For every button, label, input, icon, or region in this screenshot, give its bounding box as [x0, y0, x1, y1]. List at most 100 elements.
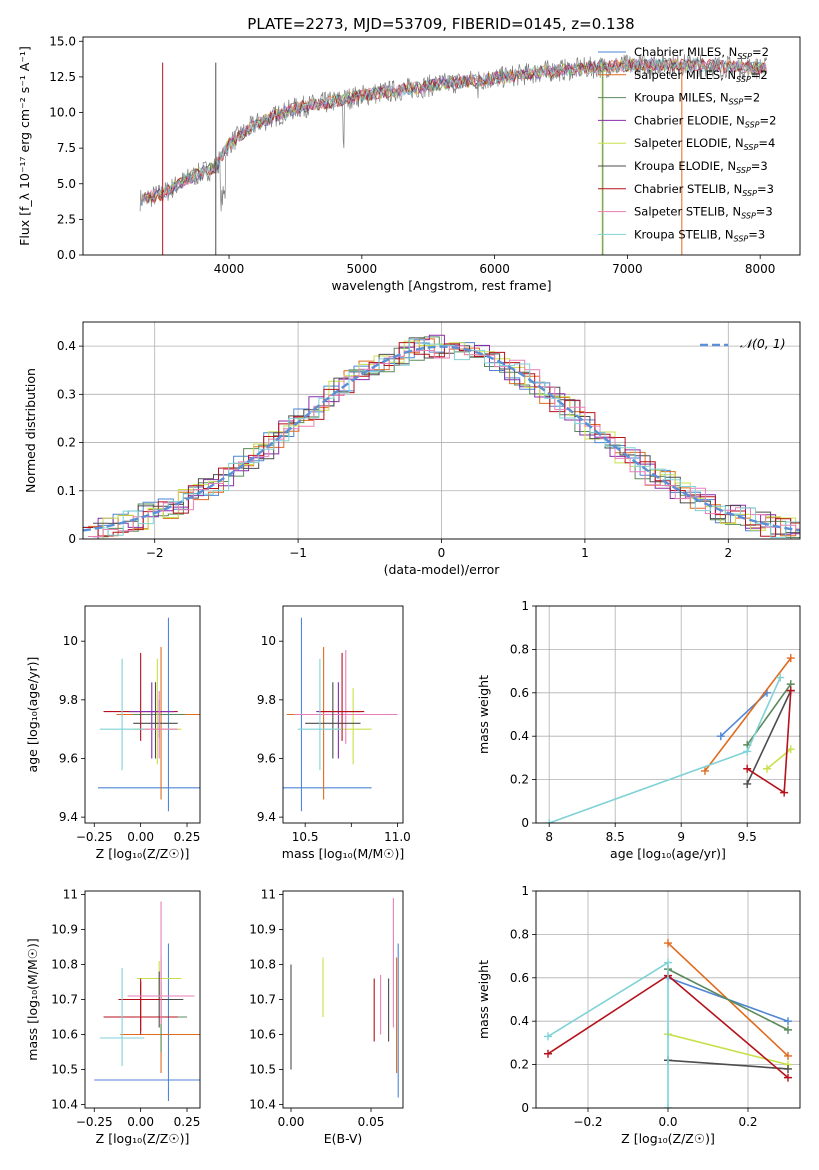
y-tick-label: 0.3 [57, 387, 76, 401]
x-tick-label: 0.0 [658, 1115, 677, 1129]
y-tick-label: 15.0 [49, 34, 76, 48]
residual-histogram [93, 336, 800, 538]
y-axis-label: Flux [f_λ 10⁻¹⁷ erg cm⁻² s⁻¹ A⁻¹] [17, 46, 32, 246]
legend-label: Salpeter ELODIE, NSSP=4 [634, 136, 775, 152]
legend-subscript: SSP [729, 98, 744, 107]
y-tick-label: 0.2 [57, 436, 76, 450]
y-tick-label: 9.8 [59, 693, 78, 707]
panel-spectrum: 4000 5000 6000 7000 8000 0.0 2.5 5.0 7.5 10.0 12.5… [17, 34, 801, 293]
y-tick-label: 9.4 [257, 810, 276, 824]
legend-text: Kroupa STELIB, N [634, 227, 734, 241]
residual-histogram [88, 338, 800, 537]
x-axis-label: Z [log₁₀(Z/Z☉)] [96, 1131, 190, 1146]
weight-line [548, 677, 781, 823]
x-tick-label: 9.5 [738, 830, 757, 844]
model-spectrum-line [150, 56, 767, 200]
weight-marker [784, 1064, 792, 1073]
y-tick-label: 0.4 [510, 729, 529, 743]
x-tick-label: 0 [438, 546, 446, 560]
weight-marker [664, 1104, 672, 1108]
x-tick-label: −2 [146, 546, 164, 560]
marks [139, 53, 768, 255]
legend-text: Chabrier STELIB, N [634, 182, 742, 196]
y-tick-label: 10 [63, 634, 78, 648]
y-tick-label: 10.5 [51, 1063, 78, 1077]
y-axis-label: mass [log₁₀(M/M☉)] [25, 938, 40, 1060]
weight-marker [743, 764, 752, 773]
weight-marker [786, 745, 795, 754]
marks [544, 939, 792, 1108]
marks [290, 898, 399, 1098]
weight-marker [716, 732, 725, 741]
axes-frame [82, 36, 801, 256]
weight-marker [784, 1051, 792, 1060]
axes-frame [535, 890, 801, 1109]
y-tick-label: 0 [68, 532, 76, 546]
y-tick-label: 0.2 [510, 773, 529, 787]
y-tick-label: 10.7 [51, 993, 78, 1007]
x-tick-label: −0.25 [76, 1115, 113, 1129]
y-tick-label: 9.6 [257, 751, 276, 765]
x-tick-label: 4000 [214, 262, 245, 276]
panel-weight_vs_age: 8 8.5 9 9.5 0 0.2 0.4 0.6 0.8 1 age [log₁₀(age/yr)… [476, 599, 801, 861]
residual-histogram [83, 342, 800, 537]
legend-text: Chabrier MILES, N [634, 45, 737, 59]
y-tick-label: 10.4 [51, 1098, 78, 1112]
y-tick-label: 0.2 [510, 1058, 529, 1072]
axes-frame [282, 890, 404, 1109]
panel-age_vs_Z: −0.25 0.00 0.25 9.4 9.6 9.8 10 Z [log₁₀(Z/Z☉)] a… [25, 605, 201, 861]
weight-marker [545, 819, 554, 823]
x-tick-label: 0.25 [174, 1115, 201, 1129]
panel-mass_vs_EBV: 0.00 0.05 10.4 10.5 10.6 10.7 10.8 10.9 11 E(B-V) [249, 888, 404, 1146]
legend-value: =2 [751, 68, 768, 82]
legend-value: =4 [758, 136, 775, 150]
weight-marker [763, 764, 771, 773]
weight-marker [544, 1049, 552, 1058]
y-tick-label: 0.8 [510, 927, 529, 941]
legend-value: =3 [748, 227, 765, 241]
y-axis-label: Normed distribution [23, 368, 38, 493]
y-tick-label: 0.6 [510, 686, 529, 700]
weight-marker [664, 939, 672, 948]
y-axis-label: mass weight [476, 675, 491, 754]
legend-label: Kroupa STELIB, NSSP=3 [634, 227, 765, 243]
weight-marker [700, 766, 709, 775]
x-tick-label: 8.5 [606, 830, 625, 844]
y-tick-label: 10.9 [249, 923, 276, 937]
x-tick-label: 1 [581, 546, 589, 560]
weight-line [547, 961, 669, 1108]
legend-label: Kroupa ELODIE, NSSP=3 [634, 159, 768, 175]
axes-frame [84, 890, 201, 1109]
legend-label: Salpeter STELIB, NSSP=3 [634, 205, 773, 221]
legend-value: =2 [760, 113, 777, 127]
legend-text: Salpeter MILES, N [634, 68, 736, 82]
legend-text: Kroupa ELODIE, N [634, 159, 736, 173]
x-tick-label: 0.2 [738, 1115, 757, 1129]
axes-frame [282, 605, 404, 824]
x-tick-label: 0.00 [127, 1115, 154, 1129]
weight-marker [784, 1025, 792, 1034]
x-tick-label: −0.25 [76, 830, 113, 844]
panel-mass_vs_Z: −0.25 0.00 0.25 10.4 10.5 10.6 10.7 10.8 10.9 11 Z… [25, 888, 201, 1146]
x-axis-label: Z [log₁₀(Z/Z☉)] [621, 1131, 715, 1146]
y-tick-label: 0.1 [57, 484, 76, 498]
panel-residuals: −2 −1 0 1 2 0 0.1 0.2 0.3 0.4 (data-model)/error No… [23, 321, 801, 577]
legend-value: =3 [751, 159, 768, 173]
legend-value: =2 [752, 45, 769, 59]
y-tick-label: 0.4 [57, 339, 76, 353]
x-tick-label: 10.5 [292, 830, 319, 844]
x-tick-label: 0.25 [174, 830, 201, 844]
y-tick-label: 12.5 [49, 70, 76, 84]
y-tick-label: 9.6 [59, 751, 78, 765]
x-axis-label: E(B-V) [324, 1131, 363, 1146]
weight-line [746, 690, 792, 785]
x-axis-label: age [log₁₀(age/yr)] [610, 846, 726, 861]
weight-marker [743, 779, 752, 788]
marks [94, 901, 200, 1101]
y-tick-label: 10.7 [249, 993, 276, 1007]
x-tick-label: 8 [545, 830, 553, 844]
weight-marker [786, 686, 795, 695]
weight-marker [780, 788, 789, 797]
legend-subscript: SSP [736, 166, 751, 175]
weight-line [667, 968, 789, 1031]
